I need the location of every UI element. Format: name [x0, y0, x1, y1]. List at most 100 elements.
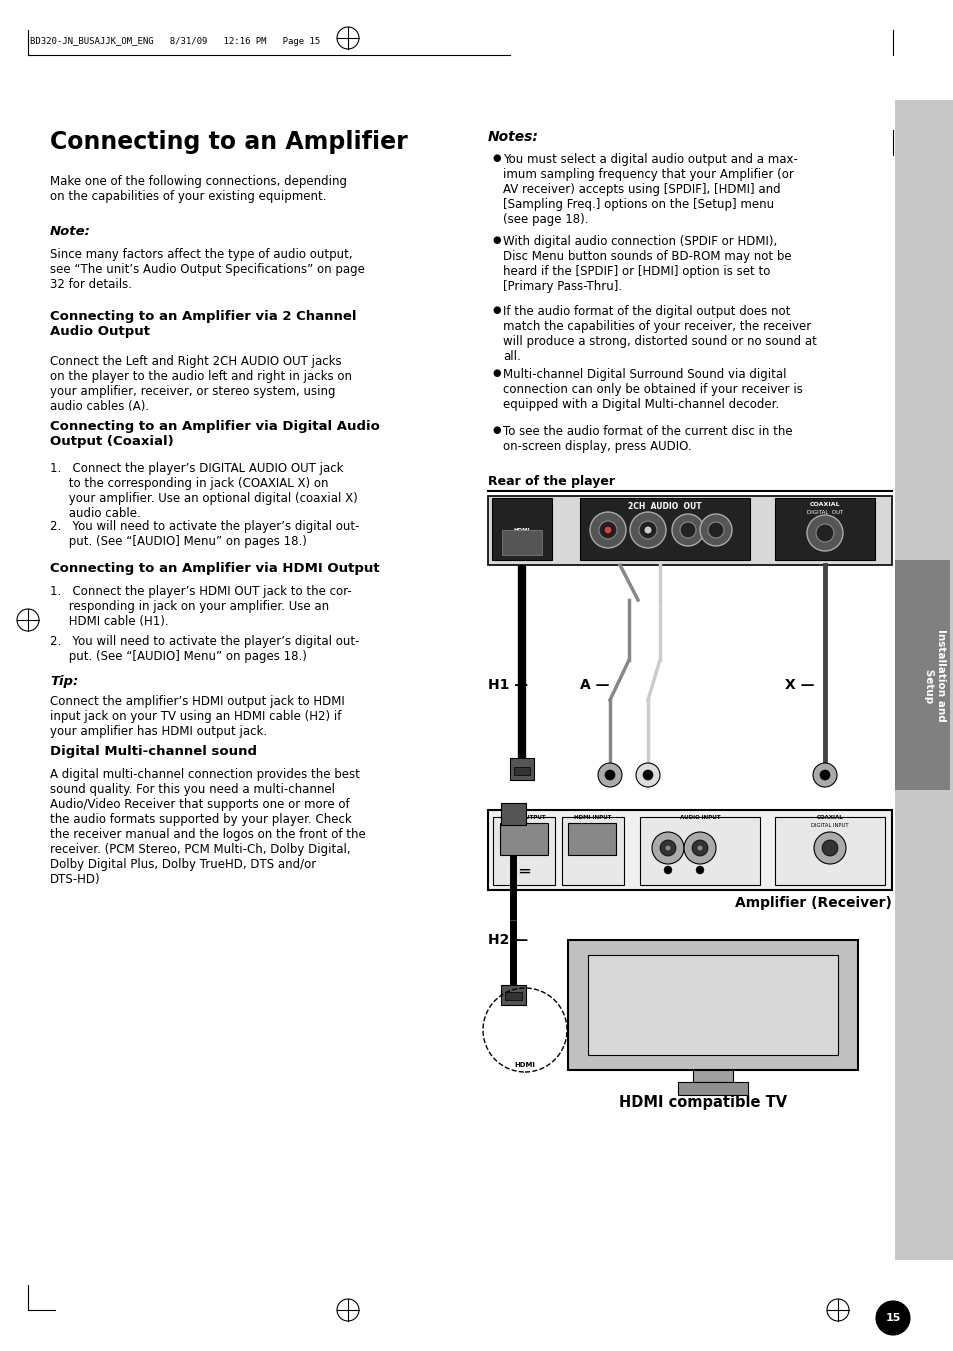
Circle shape [639, 521, 657, 539]
Bar [587, 955, 837, 1055]
Text: ═: ═ [518, 863, 529, 881]
Circle shape [700, 513, 731, 546]
Circle shape [696, 866, 703, 874]
Text: Digital Multi-channel sound: Digital Multi-channel sound [50, 744, 256, 758]
Bar [774, 499, 874, 561]
Text: ●: ● [492, 153, 500, 163]
Text: DIGITAL INPUT: DIGITAL INPUT [810, 823, 848, 828]
Circle shape [697, 844, 702, 851]
Text: OUT: OUT [515, 536, 528, 542]
Text: With digital audio connection (SPDIF or HDMI),
Disc Menu button sounds of BD-ROM: With digital audio connection (SPDIF or … [502, 235, 791, 293]
Text: If the audio format of the digital output does not
match the capabilities of you: If the audio format of the digital outpu… [502, 305, 816, 363]
Bar [499, 823, 547, 855]
Circle shape [643, 526, 651, 534]
Text: H2 —: H2 — [488, 934, 528, 947]
Circle shape [636, 763, 659, 788]
Circle shape [642, 770, 652, 780]
Text: 2CH  AUDIO  OUT: 2CH AUDIO OUT [627, 503, 701, 511]
Bar [678, 1082, 747, 1096]
Circle shape [806, 515, 842, 551]
Text: Connect the amplifier’s HDMI output jack to HDMI
input jack on your TV using an : Connect the amplifier’s HDMI output jack… [50, 694, 344, 738]
Bar [894, 100, 953, 1260]
Text: ●: ● [492, 367, 500, 378]
Text: Rear of the player: Rear of the player [488, 476, 615, 488]
Text: 2.   You will need to activate the player’s digital out-
     put. (See “[AUDIO]: 2. You will need to activate the player’… [50, 520, 359, 549]
Circle shape [683, 832, 716, 865]
Circle shape [691, 840, 707, 857]
Text: Installation and
      Setup: Installation and Setup [923, 628, 944, 721]
Text: Connecting to an Amplifier via HDMI Output: Connecting to an Amplifier via HDMI Outp… [50, 562, 379, 576]
Text: ●: ● [492, 235, 500, 245]
Bar [579, 499, 749, 561]
Bar [504, 992, 521, 1000]
Text: COAXIAL: COAXIAL [809, 503, 840, 507]
Bar [692, 1070, 732, 1082]
Text: HDMI INPUT: HDMI INPUT [574, 815, 611, 820]
Bar [567, 940, 857, 1070]
Text: Connect the Left and Right 2CH AUDIO OUT jacks
on the player to the audio left a: Connect the Left and Right 2CH AUDIO OUT… [50, 355, 352, 413]
Text: HDMI: HDMI [514, 1062, 535, 1069]
Circle shape [598, 763, 621, 788]
Text: Multi-channel Digital Surround Sound via digital
connection can only be obtained: Multi-channel Digital Surround Sound via… [502, 367, 802, 411]
Circle shape [589, 512, 625, 549]
Text: 1.   Connect the player’s HDMI OUT jack to the cor-
     responding in jack on y: 1. Connect the player’s HDMI OUT jack to… [50, 585, 352, 628]
Text: Amplifier (Receiver): Amplifier (Receiver) [735, 896, 891, 911]
Text: Note:: Note: [50, 226, 91, 238]
Bar [501, 530, 541, 555]
Circle shape [679, 521, 696, 538]
Circle shape [604, 770, 615, 780]
Text: You must select a digital audio output and a max-
imum sampling frequency that y: You must select a digital audio output a… [502, 153, 797, 226]
Circle shape [820, 770, 829, 780]
Bar [488, 811, 891, 890]
Bar [561, 817, 623, 885]
Bar [488, 496, 891, 565]
Bar [567, 823, 616, 855]
Bar [774, 817, 884, 885]
Bar [894, 561, 949, 790]
Text: ●: ● [492, 305, 500, 315]
Circle shape [707, 521, 723, 538]
Text: To see the audio format of the current disc in the
on-screen display, press AUDI: To see the audio format of the current d… [502, 426, 792, 453]
Text: COAXIAL: COAXIAL [816, 815, 842, 820]
Text: A digital multi-channel connection provides the best
sound quality. For this you: A digital multi-channel connection provi… [50, 767, 365, 886]
Circle shape [659, 840, 676, 857]
Circle shape [671, 513, 703, 546]
Text: HDMI OUTPUT: HDMI OUTPUT [501, 815, 545, 820]
Circle shape [664, 844, 670, 851]
Text: HDMI compatible TV: HDMI compatible TV [618, 1096, 786, 1111]
Bar [639, 817, 760, 885]
Text: Tip:: Tip: [50, 676, 78, 688]
Text: Make one of the following connections, depending
on the capabilities of your exi: Make one of the following connections, d… [50, 176, 347, 203]
Circle shape [821, 840, 837, 857]
Text: BD320-JN_BUSAJJK_OM_ENG   8/31/09   12:16 PM   Page 15: BD320-JN_BUSAJJK_OM_ENG 8/31/09 12:16 PM… [30, 38, 320, 46]
Circle shape [603, 526, 612, 534]
Text: HDMI: HDMI [513, 528, 530, 534]
Circle shape [815, 524, 833, 542]
Circle shape [812, 763, 836, 788]
Text: 2.   You will need to activate the player’s digital out-
     put. (See “[AUDIO]: 2. You will need to activate the player’… [50, 635, 359, 663]
Text: 15: 15 [884, 1313, 900, 1323]
Bar [493, 817, 555, 885]
Bar [500, 802, 525, 825]
Bar [500, 985, 525, 1005]
Circle shape [813, 832, 845, 865]
Text: 1.   Connect the player’s DIGITAL AUDIO OUT jack
     to the corresponding in ja: 1. Connect the player’s DIGITAL AUDIO OU… [50, 462, 357, 520]
Text: Notes:: Notes: [488, 130, 538, 145]
Text: A —: A — [579, 678, 609, 692]
Text: AUDIO INPUT: AUDIO INPUT [679, 815, 720, 820]
Circle shape [629, 512, 665, 549]
Bar [510, 758, 534, 780]
Circle shape [651, 832, 683, 865]
Circle shape [663, 866, 671, 874]
Text: Connecting to an Amplifier via 2 Channel
Audio Output: Connecting to an Amplifier via 2 Channel… [50, 309, 356, 338]
Text: DIGITAL  OUT: DIGITAL OUT [806, 509, 842, 515]
Text: Connecting to an Amplifier: Connecting to an Amplifier [50, 130, 407, 154]
Text: ●: ● [492, 426, 500, 435]
Bar [514, 767, 530, 775]
Text: X —: X — [784, 678, 814, 692]
Circle shape [875, 1301, 909, 1335]
Bar [492, 499, 552, 561]
Text: Connecting to an Amplifier via Digital Audio
Output (Coaxial): Connecting to an Amplifier via Digital A… [50, 420, 379, 449]
Text: Since many factors affect the type of audio output,
see “The unit’s Audio Output: Since many factors affect the type of au… [50, 249, 364, 290]
Text: H1 —: H1 — [488, 678, 528, 692]
